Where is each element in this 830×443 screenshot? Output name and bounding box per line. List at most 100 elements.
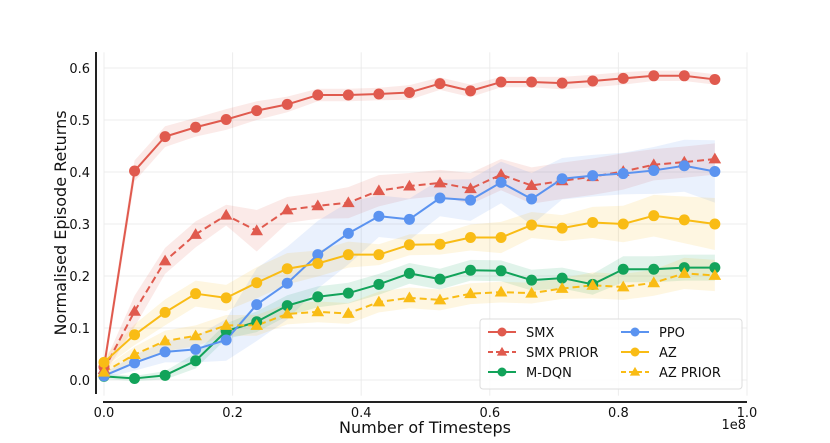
point-az: [342, 249, 354, 261]
point-smx-prior: [219, 208, 233, 220]
point-ppo: [251, 299, 263, 311]
point-az: [556, 222, 568, 234]
legend-box: [479, 318, 743, 390]
point-ppo: [373, 210, 385, 222]
point-smx: [220, 113, 232, 125]
point-az: [526, 219, 538, 231]
point-smx: [556, 77, 568, 89]
point-az-prior: [586, 279, 600, 290]
point-smx-prior: [250, 224, 264, 236]
legend-item-smx: SMX: [488, 326, 554, 341]
point-m-dqn: [281, 300, 293, 312]
point-smx: [678, 70, 690, 82]
y-tick-label: 0.6: [69, 62, 90, 77]
point-az: [251, 277, 263, 289]
point-smx-prior: [158, 254, 172, 266]
legend-label: SMX PRIOR: [526, 346, 598, 361]
point-smx-prior: [525, 179, 538, 190]
point-az-prior: [708, 269, 722, 280]
point-smx: [465, 85, 477, 97]
point-m-dqn: [373, 278, 385, 290]
x-tick-label: 0.0: [94, 406, 115, 421]
axes: [95, 52, 747, 403]
point-smx: [495, 76, 507, 88]
y-tick-label: 0.1: [69, 322, 90, 337]
y-tick-label: 0.4: [69, 166, 90, 181]
legend-item-smx-prior: SMX PRIOR: [488, 346, 598, 361]
y-tick-label: 0.5: [69, 114, 90, 129]
markers-az-prior: [97, 267, 722, 377]
point-smx-prior: [280, 203, 294, 215]
point-ppo: [159, 346, 171, 358]
point-az: [434, 238, 446, 250]
point-smx: [159, 131, 171, 143]
point-az: [159, 306, 171, 318]
legend-label: M-DQN: [526, 366, 572, 381]
point-az: [495, 232, 507, 244]
point-smx-prior: [494, 168, 508, 180]
point-smx-prior: [708, 152, 722, 164]
legend-label: AZ PRIOR: [659, 366, 721, 381]
point-az: [98, 356, 110, 368]
point-smx: [373, 88, 385, 100]
point-ppo: [342, 227, 354, 239]
point-smx-prior: [189, 228, 202, 239]
y-tick-label: 0.3: [69, 218, 90, 233]
point-ppo: [281, 277, 293, 289]
y-axis-label: Normalised Episode Returns: [51, 110, 70, 335]
x-tick-label: 0.2: [222, 406, 243, 421]
y-tick-label: 0.2: [69, 270, 90, 285]
point-smx-prior: [403, 179, 416, 191]
point-ppo: [648, 164, 660, 176]
point-m-dqn: [526, 274, 538, 286]
point-az-prior: [158, 334, 172, 346]
point-ppo: [312, 249, 324, 261]
point-az-prior: [311, 305, 325, 317]
point-m-dqn: [556, 272, 568, 284]
point-smx: [281, 98, 293, 110]
point-ppo: [129, 357, 141, 369]
legend-item-m-dqn: M-DQN: [488, 366, 572, 381]
point-ppo: [526, 193, 538, 205]
point-az-prior: [464, 287, 477, 299]
x-axis-offset-label: 1e8: [721, 418, 746, 433]
point-m-dqn: [617, 263, 629, 275]
legend-label: PPO: [659, 326, 685, 341]
point-smx: [648, 70, 660, 82]
point-smx: [129, 165, 141, 177]
point-ppo: [617, 168, 629, 180]
grid: [103, 52, 748, 396]
point-az-prior: [280, 307, 294, 319]
point-m-dqn: [465, 264, 477, 276]
x-tick-label: 0.8: [608, 406, 629, 421]
point-ppo: [678, 160, 690, 172]
point-smx-prior: [464, 182, 477, 194]
point-az-prior: [372, 295, 386, 307]
point-m-dqn: [342, 287, 354, 299]
point-ppo: [587, 170, 599, 182]
point-smx-prior: [311, 199, 325, 211]
point-az-prior: [189, 329, 202, 341]
x-tick-label: 0.4: [351, 406, 372, 421]
point-ppo: [709, 165, 721, 177]
point-az-prior: [219, 319, 233, 330]
point-ppo: [465, 194, 477, 206]
point-smx-prior: [342, 196, 355, 208]
point-m-dqn: [159, 369, 171, 381]
markers-ppo: [98, 160, 721, 382]
point-az: [465, 232, 477, 244]
point-smx: [403, 86, 415, 98]
point-smx-prior: [372, 184, 386, 196]
point-smx: [617, 72, 629, 84]
series-markers: [97, 70, 722, 384]
point-smx-prior: [433, 176, 447, 188]
point-m-dqn: [403, 267, 415, 279]
point-smx: [434, 78, 446, 90]
point-az: [678, 214, 690, 226]
legend-marker: [630, 327, 640, 337]
band-az: [104, 194, 715, 368]
point-smx: [190, 121, 202, 133]
point-az: [312, 258, 324, 270]
markers-smx: [98, 70, 721, 373]
point-ppo: [403, 213, 415, 225]
